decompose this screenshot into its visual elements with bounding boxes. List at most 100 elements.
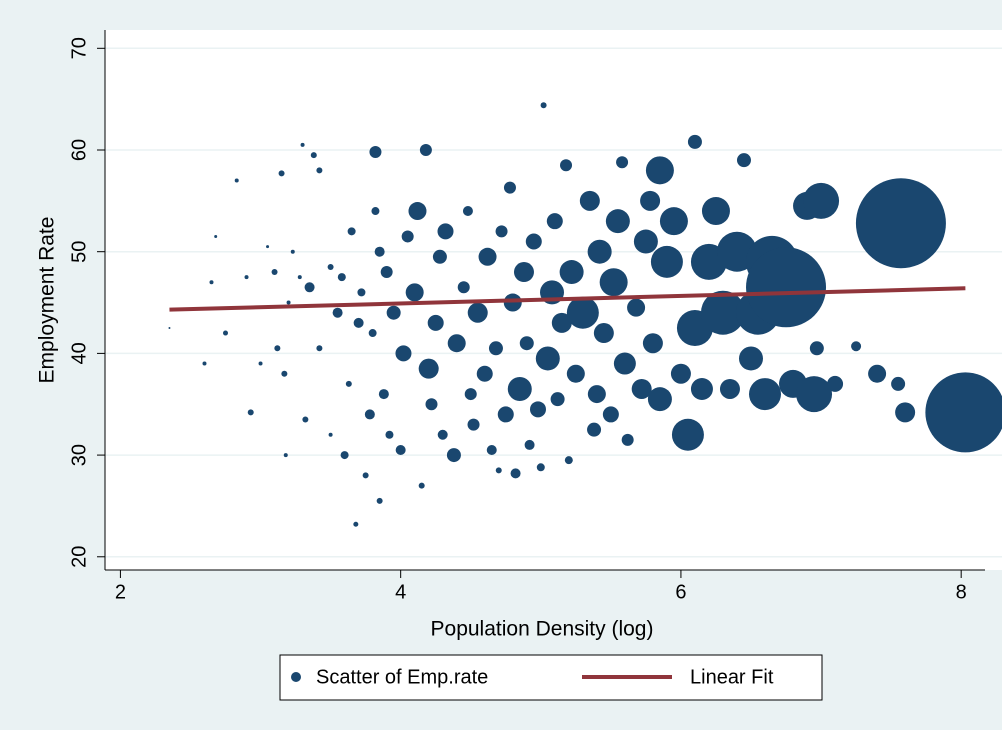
- bubble: [602, 406, 619, 423]
- bubble: [302, 416, 309, 423]
- bubble: [168, 326, 171, 329]
- bubble: [271, 269, 278, 276]
- bubble: [446, 448, 461, 463]
- bubble: [495, 467, 502, 474]
- bubble: [627, 298, 646, 317]
- bubble: [385, 430, 394, 439]
- bubble: [286, 300, 291, 305]
- bubble: [223, 330, 229, 336]
- bubble: [347, 227, 356, 236]
- bubble: [467, 302, 488, 323]
- bubble: [364, 409, 375, 420]
- bubble: [701, 197, 730, 226]
- legend-label: Scatter of Emp.rate: [316, 666, 488, 688]
- bubble: [488, 341, 503, 356]
- bubble: [432, 249, 447, 264]
- bubble: [425, 398, 438, 411]
- bubble: [345, 380, 352, 387]
- bubble: [510, 468, 521, 479]
- bubble: [300, 142, 305, 147]
- bubble: [457, 281, 470, 294]
- bubble: [599, 268, 628, 297]
- bubble: [529, 401, 546, 418]
- bubble: [642, 333, 663, 354]
- bubble: [244, 275, 249, 280]
- bubble: [564, 456, 573, 465]
- bubble: [486, 445, 497, 455]
- bubble: [234, 178, 239, 183]
- bubble: [566, 364, 585, 383]
- bubble: [283, 453, 288, 458]
- bubble: [587, 422, 602, 437]
- bubble: [868, 364, 887, 383]
- bubble: [540, 102, 547, 109]
- bubble: [332, 307, 343, 318]
- bubble: [640, 190, 661, 211]
- bubble: [503, 293, 522, 312]
- marks: [168, 102, 1002, 527]
- bubble: [895, 402, 916, 423]
- bubble: [605, 209, 630, 234]
- bubble: [278, 170, 285, 177]
- bubble: [316, 167, 323, 174]
- bubble: [447, 334, 466, 353]
- x-tick-label: 2: [115, 581, 126, 603]
- bubble: [535, 346, 560, 371]
- bubble: [395, 345, 412, 362]
- bubble: [405, 283, 424, 302]
- bubble: [525, 233, 542, 250]
- y-tick-label: 40: [68, 342, 90, 364]
- y-axis-title: Employment Rate: [36, 217, 59, 384]
- bubble: [497, 406, 514, 423]
- bubble: [266, 245, 270, 249]
- bubble: [281, 370, 288, 377]
- bubble: [316, 345, 323, 352]
- legend-label: Linear Fit: [690, 666, 774, 688]
- bubble: [427, 314, 444, 331]
- bubble: [809, 341, 824, 356]
- bubble: [670, 363, 691, 384]
- bubble: [258, 361, 263, 366]
- bubble: [376, 497, 383, 504]
- bubble: [650, 245, 683, 278]
- bubble: [357, 288, 366, 297]
- bubble: [464, 388, 477, 401]
- bubble: [353, 317, 364, 328]
- bubble: [362, 472, 369, 479]
- x-axis-title: Population Density (log): [431, 618, 654, 641]
- bubble: [327, 263, 334, 270]
- bubble: [631, 378, 652, 399]
- bubble: [579, 190, 600, 211]
- bubble: [719, 378, 740, 399]
- bubble: [368, 329, 377, 338]
- bubble: [659, 207, 688, 236]
- bubble: [328, 432, 333, 437]
- bubble: [855, 178, 946, 269]
- x-tick-label: 8: [956, 581, 967, 603]
- y-tick-label: 50: [68, 241, 90, 263]
- bubble: [374, 246, 385, 257]
- bubble: [369, 146, 382, 159]
- bubble: [462, 206, 473, 217]
- bubble: [310, 152, 317, 159]
- bubble: [559, 260, 584, 285]
- bubble: [550, 392, 565, 407]
- bubble: [408, 202, 427, 221]
- bubble: [419, 144, 432, 156]
- bubble: [746, 247, 827, 328]
- bubble: [495, 225, 508, 238]
- bubble: [621, 433, 634, 446]
- bubble: [645, 156, 674, 185]
- bubble: [378, 389, 389, 400]
- bubble: [566, 296, 599, 329]
- bubble: [209, 280, 214, 285]
- bubble: [467, 418, 480, 431]
- bubble: [437, 429, 448, 440]
- bubble: [395, 445, 406, 455]
- bubble: [546, 213, 563, 230]
- fit-line: [169, 286, 966, 312]
- bubble: [671, 418, 704, 451]
- bubble: [925, 372, 1002, 453]
- x-tick-label: 4: [395, 581, 406, 603]
